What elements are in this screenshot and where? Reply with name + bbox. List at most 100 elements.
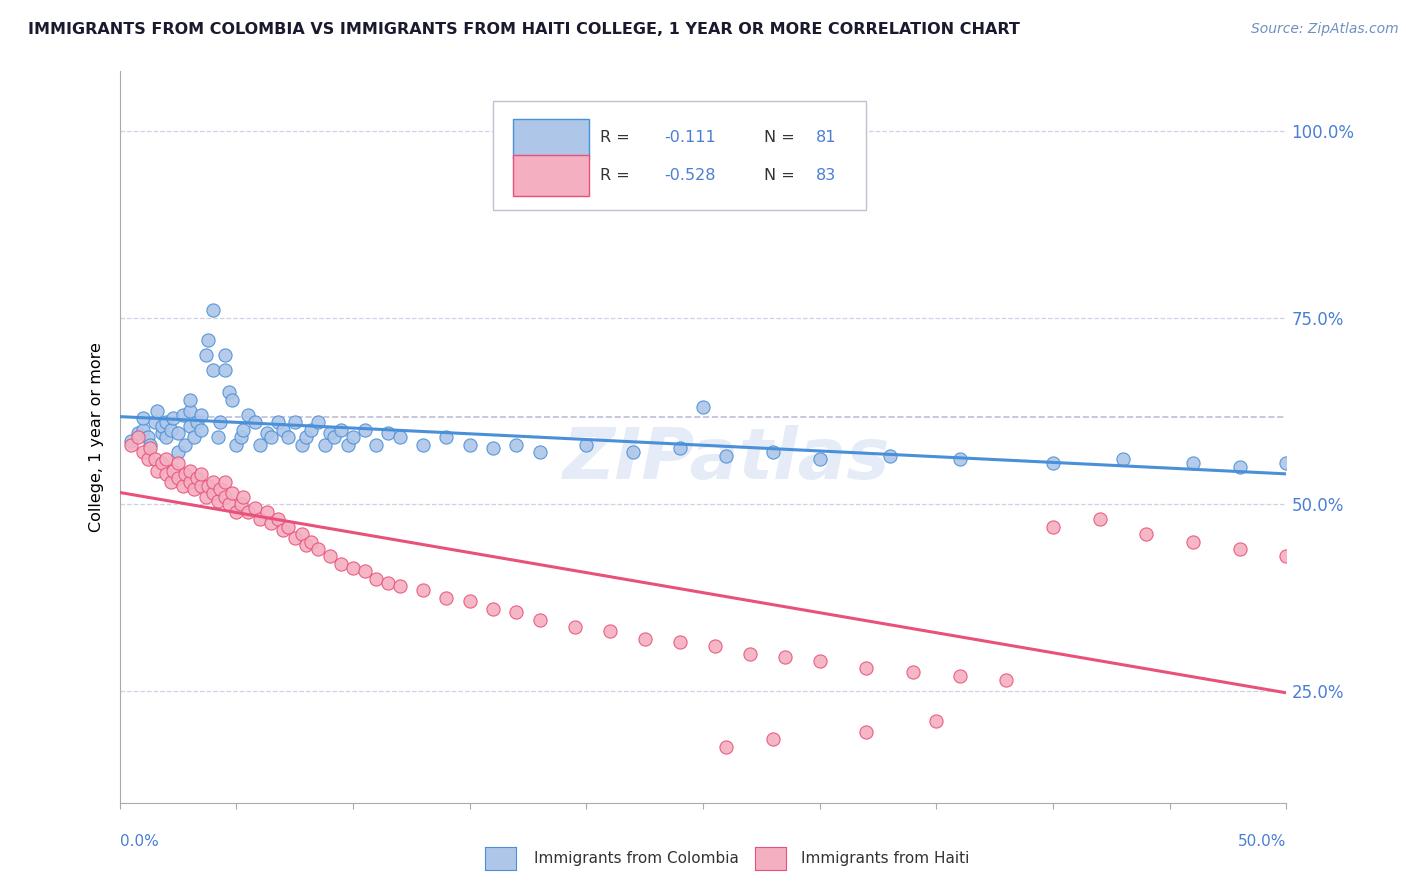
Point [330,557,353,571]
Point [290,437,312,451]
Point [1112,452,1135,467]
Text: 0.0%: 0.0% [120,834,159,849]
Point [271,423,294,437]
Point [179,418,201,433]
Point [599,624,621,639]
Point [668,442,690,456]
Point [197,478,219,492]
Point [412,583,434,598]
Point [190,478,212,492]
Point [208,483,231,497]
Point [342,560,364,574]
Point [208,415,231,429]
Point [703,639,725,653]
Point [377,426,399,441]
Point [458,594,481,608]
Point [773,650,796,665]
Point [166,471,188,485]
Point [229,497,252,511]
Point [388,579,411,593]
Point [267,415,290,429]
Point [256,426,278,441]
Point [155,467,177,482]
Point [150,456,173,470]
Point [179,392,201,407]
Point [271,524,294,538]
Point [218,385,240,400]
Point [162,464,184,478]
Point [277,519,299,533]
Point [388,430,411,444]
Point [267,512,290,526]
Point [505,437,527,451]
Point [139,437,162,451]
Point [716,449,738,463]
Point [179,464,201,478]
Point [127,430,149,444]
Point [307,415,329,429]
Point [1229,542,1251,557]
Point [190,467,212,482]
Point [1229,459,1251,474]
Point [150,418,173,433]
Point [194,490,217,504]
Point [236,408,259,422]
Point [172,478,194,492]
Point [855,661,877,675]
Point [1088,512,1111,526]
Point [1042,519,1064,533]
Point [901,665,924,680]
Point [214,475,236,489]
Point [160,475,183,489]
Point [1182,456,1205,470]
Point [136,452,159,467]
Point [284,531,307,545]
Text: 81: 81 [817,129,837,145]
Text: -0.528: -0.528 [665,169,716,184]
Point [458,437,481,451]
Point [146,404,169,418]
Point [221,392,243,407]
Point [634,632,657,646]
Point [299,423,322,437]
Point [260,430,283,444]
Point [214,490,236,504]
Point [299,534,322,549]
Point [214,363,236,377]
Point [139,442,162,456]
Point [146,464,169,478]
Point [201,486,224,500]
Point [434,591,457,605]
Point [143,452,166,467]
Point [808,452,831,467]
Point [575,437,598,451]
Text: 83: 83 [817,169,837,184]
Point [482,442,505,456]
Point [564,620,586,634]
Point [160,423,183,437]
Point [879,449,901,463]
Point [172,408,194,422]
Point [225,505,247,519]
Point [529,445,551,459]
Point [366,572,388,586]
Point [243,500,266,515]
Point [855,725,877,739]
Point [132,423,155,437]
Point [249,512,271,526]
Point [314,437,336,451]
Point [232,423,254,437]
Point [232,490,254,504]
Point [925,714,948,728]
Point [214,348,236,362]
Point [738,647,761,661]
Point [136,430,159,444]
Point [207,493,229,508]
Point [132,411,155,425]
Point [318,549,340,564]
Point [295,430,318,444]
Point [330,423,353,437]
FancyBboxPatch shape [494,101,866,211]
Point [482,601,505,615]
Point [762,445,785,459]
